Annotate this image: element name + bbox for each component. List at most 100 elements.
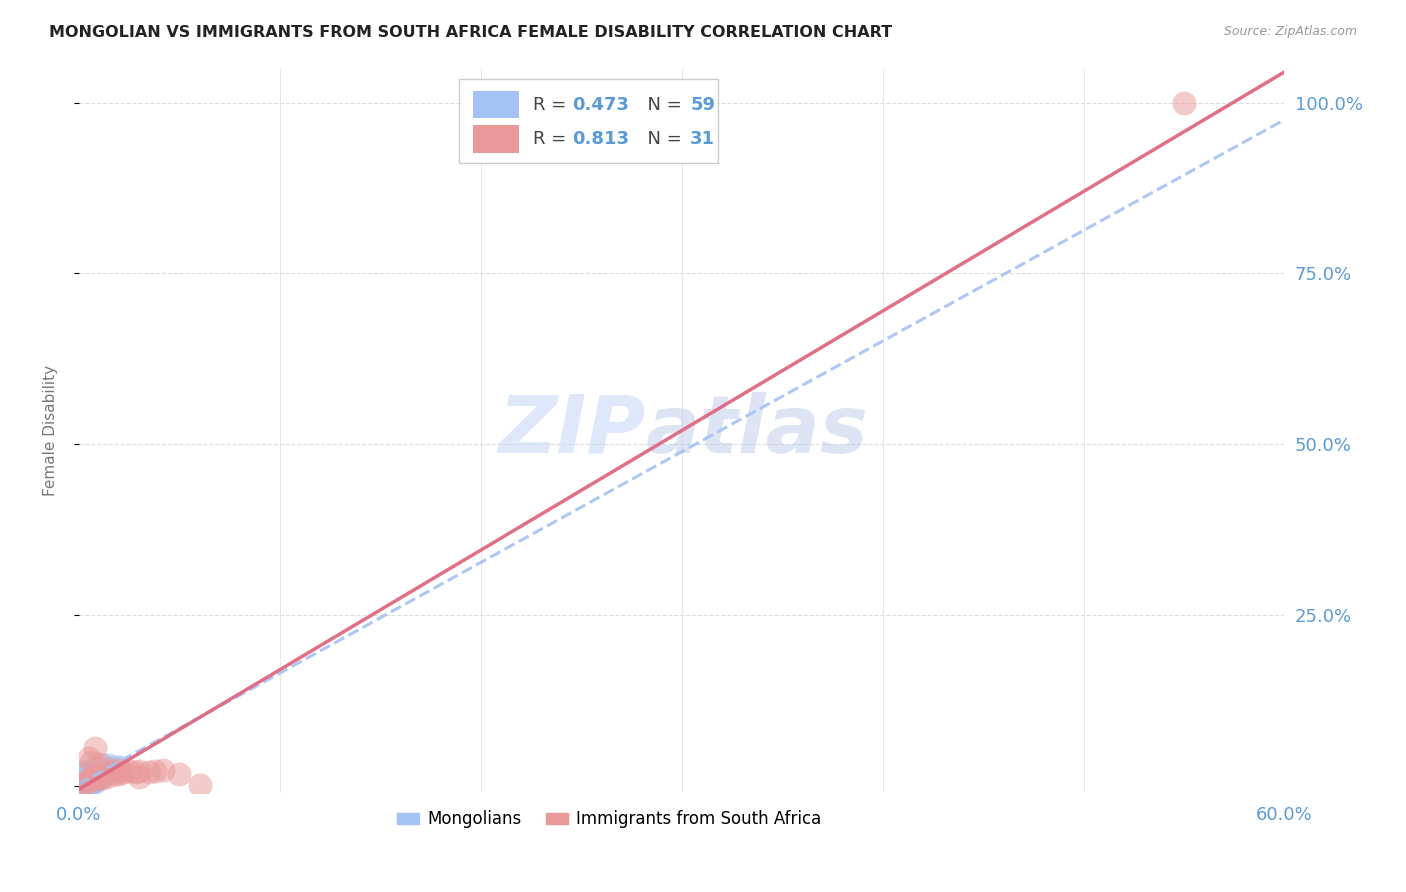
Point — [87, 756, 110, 771]
Point — [77, 773, 100, 788]
Point — [73, 768, 96, 782]
Point — [73, 771, 96, 785]
Point — [77, 775, 100, 789]
Point — [84, 771, 107, 785]
Text: 0.813: 0.813 — [572, 129, 628, 148]
Point — [80, 774, 103, 789]
Point — [72, 778, 94, 792]
FancyBboxPatch shape — [458, 79, 718, 162]
Point — [73, 764, 96, 778]
Point — [138, 765, 160, 780]
Point — [91, 771, 114, 785]
Point — [73, 772, 96, 787]
Point — [73, 772, 96, 786]
Point — [76, 771, 98, 785]
Text: 59: 59 — [690, 95, 716, 113]
Point — [76, 766, 98, 780]
Point — [73, 777, 96, 791]
Point — [76, 768, 98, 782]
Point — [82, 774, 104, 789]
Point — [72, 773, 94, 788]
Point — [77, 768, 100, 782]
Point — [72, 777, 94, 791]
Point — [76, 769, 98, 783]
Point — [143, 764, 166, 778]
Point — [77, 774, 100, 789]
Point — [84, 741, 107, 756]
Bar — [474, 91, 519, 119]
Y-axis label: Female Disability: Female Disability — [44, 365, 58, 496]
Point — [72, 768, 94, 782]
Text: ZIP: ZIP — [498, 392, 645, 469]
Point — [87, 771, 110, 785]
Point — [77, 772, 100, 787]
Point — [72, 771, 94, 785]
Point — [73, 778, 96, 792]
Point — [80, 776, 103, 790]
Point — [82, 772, 104, 787]
Point — [80, 771, 103, 785]
Point — [91, 758, 114, 772]
Point — [72, 774, 94, 789]
Point — [1173, 95, 1195, 110]
Text: N =: N = — [636, 95, 688, 113]
Point — [80, 772, 103, 786]
Point — [91, 769, 114, 783]
Point — [128, 770, 150, 784]
Point — [84, 774, 107, 789]
Point — [98, 762, 121, 776]
Point — [84, 772, 107, 786]
Text: MONGOLIAN VS IMMIGRANTS FROM SOUTH AFRICA FEMALE DISABILITY CORRELATION CHART: MONGOLIAN VS IMMIGRANTS FROM SOUTH AFRIC… — [49, 25, 893, 40]
Point — [72, 772, 94, 786]
Point — [73, 766, 96, 780]
Text: N =: N = — [636, 129, 688, 148]
Point — [188, 778, 211, 792]
Point — [70, 775, 93, 789]
Point — [169, 767, 191, 781]
Point — [86, 772, 108, 786]
Point — [77, 751, 100, 765]
Point — [80, 755, 103, 769]
Point — [77, 772, 100, 786]
Point — [76, 776, 98, 790]
Text: R =: R = — [533, 129, 572, 148]
Text: R =: R = — [533, 95, 572, 113]
Text: 0.473: 0.473 — [572, 95, 628, 113]
Point — [77, 770, 100, 784]
Point — [72, 776, 94, 790]
Point — [87, 769, 110, 783]
Point — [104, 766, 127, 780]
Point — [82, 772, 104, 786]
Point — [76, 772, 98, 786]
Point — [118, 764, 141, 778]
Point — [82, 775, 104, 789]
Point — [124, 765, 146, 780]
Point — [73, 774, 96, 789]
Point — [80, 772, 103, 786]
Point — [77, 777, 100, 791]
Legend: Mongolians, Immigrants from South Africa: Mongolians, Immigrants from South Africa — [391, 804, 828, 835]
Point — [73, 775, 96, 789]
Point — [108, 766, 131, 780]
Point — [104, 760, 127, 774]
Point — [76, 774, 98, 789]
Point — [98, 768, 121, 782]
Point — [112, 765, 135, 780]
Text: 31: 31 — [690, 129, 716, 148]
Point — [98, 758, 121, 772]
Point — [76, 775, 98, 789]
Point — [84, 772, 107, 786]
Point — [152, 763, 174, 777]
Point — [108, 763, 131, 777]
Point — [73, 769, 96, 783]
Point — [98, 765, 121, 780]
Point — [80, 773, 103, 788]
Point — [76, 773, 98, 788]
Point — [77, 767, 100, 781]
Point — [73, 775, 96, 789]
Point — [72, 765, 94, 780]
Text: atlas: atlas — [645, 392, 869, 469]
Point — [128, 764, 150, 778]
Point — [82, 771, 104, 785]
Point — [84, 770, 107, 784]
